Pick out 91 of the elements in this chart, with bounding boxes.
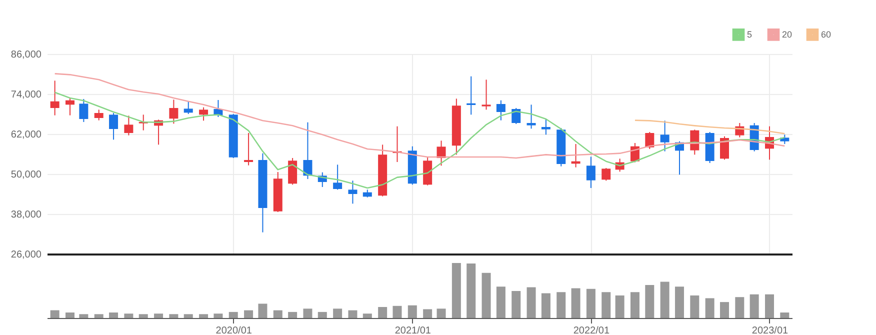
bar bbox=[720, 302, 729, 318]
bar bbox=[466, 264, 476, 318]
bar bbox=[615, 295, 624, 318]
candlestick bbox=[466, 76, 476, 116]
bar bbox=[303, 308, 312, 318]
candlestick bbox=[586, 156, 596, 188]
x-tick-label: 2023/01 bbox=[752, 326, 789, 335]
bar bbox=[318, 312, 327, 318]
bar bbox=[452, 263, 461, 318]
y-tick-label: 86,000 bbox=[10, 50, 42, 60]
bar bbox=[50, 310, 60, 318]
candlestick bbox=[645, 132, 654, 150]
bar bbox=[571, 288, 580, 318]
bar bbox=[184, 314, 193, 318]
candlestick bbox=[512, 108, 521, 124]
candlestick bbox=[423, 156, 432, 186]
bar bbox=[348, 310, 358, 318]
bar bbox=[526, 287, 536, 318]
bar bbox=[362, 314, 372, 318]
candlestick bbox=[244, 132, 254, 166]
y-tick-label: 38,000 bbox=[10, 210, 42, 220]
bar bbox=[169, 314, 178, 318]
candlestick bbox=[541, 118, 550, 136]
bar bbox=[630, 292, 640, 318]
candlestick bbox=[690, 129, 700, 156]
x-tick-label: 2020/01 bbox=[216, 326, 252, 335]
bar bbox=[154, 314, 164, 318]
bar bbox=[333, 308, 342, 318]
candlestick bbox=[65, 98, 74, 116]
x-tick-label: 2021/01 bbox=[394, 326, 432, 335]
y-tick-label: 50,000 bbox=[10, 170, 42, 180]
bar bbox=[273, 310, 282, 318]
bar bbox=[482, 272, 491, 318]
candlestick bbox=[169, 99, 178, 124]
candlestick bbox=[496, 100, 506, 121]
bar bbox=[556, 292, 566, 318]
legend-label: 20 bbox=[782, 30, 792, 40]
bar bbox=[423, 309, 432, 318]
bar bbox=[288, 312, 298, 318]
candlestick bbox=[184, 100, 193, 114]
bar bbox=[199, 314, 208, 318]
x-tick-label: 2022/01 bbox=[573, 326, 610, 335]
bar bbox=[378, 307, 388, 318]
y-tick-label: 74,000 bbox=[10, 90, 42, 100]
candlestick bbox=[482, 79, 491, 110]
legend-label: 60 bbox=[821, 30, 832, 40]
bar bbox=[512, 291, 521, 318]
bar bbox=[408, 305, 417, 318]
line-series bbox=[634, 120, 786, 134]
candlestick bbox=[94, 109, 104, 121]
bar bbox=[65, 312, 74, 318]
bar bbox=[705, 298, 714, 318]
bar bbox=[392, 306, 402, 318]
y-tick-label: 62,000 bbox=[10, 130, 42, 140]
bar bbox=[496, 286, 506, 318]
candlestick bbox=[79, 98, 88, 122]
bar bbox=[690, 295, 700, 318]
legend-label: 5 bbox=[747, 30, 752, 40]
y-tick-label: 26,000 bbox=[10, 250, 42, 260]
bar bbox=[541, 293, 550, 318]
candlestick bbox=[50, 80, 60, 116]
bar bbox=[660, 282, 670, 318]
candlestick bbox=[288, 158, 298, 186]
bar bbox=[79, 314, 88, 318]
bar bbox=[124, 314, 134, 318]
candlestick bbox=[333, 164, 342, 190]
bar bbox=[780, 312, 790, 318]
bar bbox=[436, 308, 446, 318]
candlestick bbox=[602, 168, 611, 182]
bar bbox=[765, 294, 774, 318]
bar bbox=[750, 294, 759, 318]
candlestick bbox=[348, 180, 358, 204]
bar bbox=[735, 297, 744, 318]
candlestick bbox=[124, 115, 134, 136]
bar bbox=[244, 310, 254, 318]
bar bbox=[138, 314, 148, 318]
bar bbox=[602, 292, 611, 318]
bar bbox=[674, 286, 684, 318]
bar bbox=[645, 285, 654, 318]
bar bbox=[109, 312, 118, 318]
bar bbox=[228, 312, 238, 318]
candlestick bbox=[436, 140, 446, 166]
candlestick bbox=[303, 122, 312, 180]
candlestick bbox=[199, 106, 208, 122]
bar bbox=[586, 288, 596, 318]
candlestick bbox=[109, 112, 118, 140]
bar bbox=[258, 304, 268, 318]
candlestick bbox=[526, 104, 536, 130]
bar bbox=[214, 314, 223, 318]
bar bbox=[94, 314, 104, 318]
candlestick bbox=[660, 120, 670, 152]
